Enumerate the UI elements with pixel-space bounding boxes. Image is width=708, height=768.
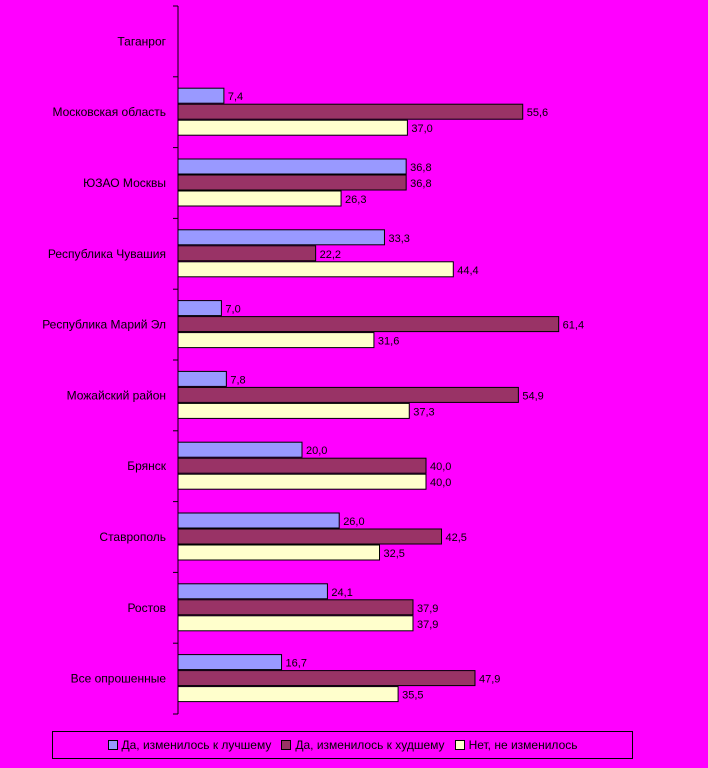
bar [177,473,427,490]
bar [177,261,454,278]
data-label: 37,0 [411,123,432,135]
data-label: 22,2 [320,249,341,261]
bar [177,300,222,317]
category-label: Брянск [127,459,167,473]
category-label: Республика Марий Эл [42,318,166,332]
bar [177,119,408,136]
data-label: 20,0 [306,445,327,457]
data-label: 7,0 [225,304,240,316]
data-label: 55,6 [527,107,548,119]
bar [177,441,303,458]
bar [177,386,519,403]
legend-item-better: Да, изменилось к лучшему [107,738,272,752]
bar [177,583,328,600]
data-label: 44,4 [457,265,478,277]
data-label: 40,0 [430,461,451,473]
bar [177,332,375,349]
bar [177,245,317,262]
data-label: 37,3 [413,406,434,418]
category-label: Республика Чувашия [48,247,166,261]
data-label: 7,8 [230,374,245,386]
bar [177,528,442,545]
bar [177,457,427,474]
data-label: 31,6 [378,336,399,348]
legend-item-worse: Да, изменилось к худшему [281,738,445,752]
data-label: 35,5 [402,690,423,702]
category-label: Можайский район [67,388,166,402]
chart-legend: Да, изменилось к лучшему Да, изменилось … [52,731,633,759]
bar [177,316,560,333]
data-label: 26,0 [343,516,364,528]
bar [177,670,476,687]
legend-label-better: Да, изменилось к лучшему [121,738,272,752]
data-label: 61,4 [563,320,584,332]
data-label: 37,9 [417,603,438,615]
legend-swatch-unchanged [454,740,465,750]
data-label: 7,4 [228,91,243,103]
bar [177,654,283,671]
category-label: Московская область [52,105,166,119]
category-label: Все опрошенные [71,672,167,686]
bar [177,599,414,616]
bar [177,174,407,191]
bar [177,87,225,104]
bar-chart: Таганрог Московская область 7,4 55,6 37,0 ЮЗА… [42,5,584,715]
data-label: 36,8 [410,178,431,190]
bar [177,190,342,207]
bar [177,615,414,632]
legend-swatch-better [107,740,118,750]
data-label: 33,3 [388,233,409,245]
bar [177,370,227,387]
data-label: 24,1 [331,587,352,599]
category-label: Таганрог [117,34,166,48]
legend-item-unchanged: Нет, не изменилось [454,738,578,752]
data-label: 37,9 [417,619,438,631]
bar [177,229,385,246]
bar [177,103,524,120]
data-label: 36,8 [410,162,431,174]
bar [177,544,380,561]
data-label: 40,0 [430,477,451,489]
data-label: 47,9 [479,674,500,686]
data-label: 26,3 [345,194,366,206]
category-label: Ростов [127,601,166,615]
data-label: 16,7 [286,658,307,670]
data-label: 42,5 [446,532,467,544]
category-label: ЮЗАО Москвы [83,176,166,190]
bar [177,402,410,419]
data-label: 32,5 [384,548,405,560]
legend-label-unchanged: Нет, не изменилось [468,738,578,752]
bar [177,512,340,529]
legend-label-worse: Да, изменилось к худшему [295,738,445,752]
bar [177,686,399,703]
legend-swatch-worse [281,740,292,750]
bar [177,158,407,175]
category-label: Ставрополь [99,530,166,544]
data-label: 54,9 [522,390,543,402]
